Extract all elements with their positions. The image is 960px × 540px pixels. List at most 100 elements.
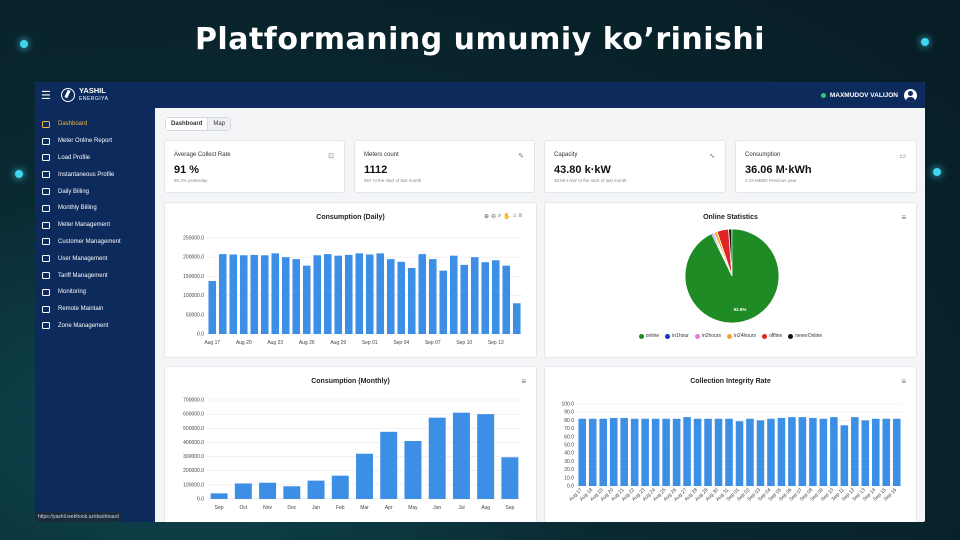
- sidebar-item-monitoring[interactable]: Monitoring: [35, 284, 155, 301]
- logo-icon: [61, 88, 75, 102]
- legend-label: online: [645, 333, 660, 339]
- sidebar-item-monthly-billing[interactable]: Monthly Billing: [35, 200, 155, 217]
- zoom-in-icon[interactable]: ⊕: [483, 214, 489, 220]
- stat-sub: 38.58 k·kW At the start of last month: [554, 178, 627, 183]
- sidebar-item-label: Monitoring: [58, 289, 87, 296]
- sidebar-item-dashboard[interactable]: Dashboard: [35, 116, 155, 133]
- x-tick-label: Sep: [505, 505, 514, 511]
- zoom-out-icon[interactable]: ⊖: [490, 214, 496, 220]
- x-tick-label: Jan: [312, 505, 320, 511]
- tab-bar: Dashboard Map: [165, 117, 232, 131]
- sidebar-item-daily-billing[interactable]: Daily Billing: [35, 183, 155, 200]
- top-bar: ☰ YASHIL ENERGIYA MAXMUDOV VALIJON: [35, 82, 925, 108]
- legend-item[interactable]: online: [638, 333, 660, 339]
- y-tick-label: 50000.0: [186, 312, 204, 318]
- x-tick-label: Sep 04: [393, 340, 409, 346]
- bar: [767, 418, 775, 486]
- bar: [229, 254, 238, 334]
- chart-icon: [42, 154, 50, 162]
- y-tick-label: 400000.0: [183, 440, 204, 446]
- x-tick-label: Apr: [385, 505, 393, 511]
- pan-icon[interactable]: ✋: [503, 214, 511, 220]
- x-tick-label: Oct: [239, 505, 247, 511]
- home-icon[interactable]: ⌂: [512, 213, 517, 219]
- sidebar-item-user-management[interactable]: User Management: [35, 250, 155, 267]
- bar: [693, 418, 702, 486]
- bar: [777, 417, 786, 486]
- bar: [609, 417, 618, 486]
- sidebar-item-instantaneous-profile[interactable]: Instantaneous Profile: [35, 166, 155, 183]
- y-tick-label: 90.0: [564, 410, 574, 416]
- bar: [481, 262, 490, 334]
- menu-icon[interactable]: ≡: [518, 213, 522, 219]
- avatar-icon[interactable]: [904, 88, 917, 102]
- legend-item[interactable]: in2hours: [694, 333, 721, 339]
- sidebar-nav: Dashboard Meter Online Report Load Profile…: [35, 108, 155, 334]
- y-tick-label: 700000.0: [183, 398, 204, 404]
- sidebar-item-label: Customer Management: [58, 238, 121, 245]
- sidebar-item-label: Daily Billing: [58, 188, 90, 195]
- bar: [418, 254, 427, 334]
- bar: [234, 483, 252, 499]
- legend-item[interactable]: in1hour: [665, 333, 689, 339]
- menu-toggle-icon[interactable]: ☰: [41, 89, 51, 102]
- bar: [477, 414, 495, 499]
- y-tick-label: 100000.0: [183, 293, 204, 299]
- bar: [620, 417, 628, 486]
- bar: [397, 261, 406, 334]
- legend-item[interactable]: offline: [761, 333, 782, 339]
- legend-label: in1hour: [672, 333, 689, 339]
- bar: [323, 254, 332, 334]
- search-icon[interactable]: ⌕: [498, 213, 502, 219]
- stat-title: Meters count: [364, 152, 399, 158]
- bar: [260, 255, 269, 334]
- sidebar-item-zone-management[interactable]: Zone Management: [35, 318, 155, 335]
- menu-icon[interactable]: ≡: [901, 213, 906, 222]
- bar: [281, 257, 290, 334]
- sidebar-item-tariff-management[interactable]: Tariff Management: [35, 267, 155, 284]
- tab-map[interactable]: Map: [208, 118, 231, 130]
- chart-card-online: 92.9% Online Statistics ≡ online in1hour i…: [544, 202, 917, 358]
- bar: [404, 441, 422, 499]
- y-tick-label: 200000.0: [183, 255, 204, 261]
- chart-svg: 92.9%: [684, 228, 780, 324]
- bar: [428, 417, 446, 499]
- menu-icon[interactable]: ≡: [521, 377, 526, 386]
- document-icon: [42, 188, 50, 196]
- sidebar-item-label: Instantaneous Profile: [58, 171, 115, 178]
- sidebar-item-meter-management[interactable]: Meter Management: [35, 217, 155, 234]
- sidebar-item-meter-online-report[interactable]: Meter Online Report: [35, 133, 155, 150]
- sidebar-item-label: User Management: [58, 255, 108, 262]
- bar-chart-icon: [42, 204, 50, 212]
- sidebar-item-label: Meter Management: [58, 222, 111, 229]
- logo-line2: ENERGIYA: [79, 96, 109, 102]
- y-tick-label: 600000.0: [183, 412, 204, 418]
- legend-item[interactable]: neverOnline: [788, 333, 822, 339]
- remote-icon: [42, 305, 50, 313]
- x-tick-label: Sep 10: [456, 340, 472, 346]
- legend-item[interactable]: in24hours: [727, 333, 756, 339]
- y-tick-label: 0.0: [197, 332, 204, 338]
- stat-card-collect-rate: Average Collect Rate ⊡ 91 % 90.2% yester…: [164, 140, 345, 193]
- y-tick-label: 200000.0: [183, 468, 204, 474]
- bar: [307, 480, 325, 499]
- bar: [208, 281, 217, 334]
- y-tick-label: 40.0: [564, 451, 574, 457]
- legend-swatch: [788, 333, 794, 339]
- user-menu[interactable]: MAXMUDOV VALIJON: [820, 88, 917, 102]
- menu-icon[interactable]: ≡: [901, 377, 906, 386]
- customers-icon: [42, 238, 50, 246]
- chart-legend: online in1hour in2hours in24hours offline nev…: [545, 333, 916, 339]
- bar: [501, 457, 519, 499]
- y-tick-label: 0.0: [567, 484, 574, 490]
- sidebar-item-remote-maintain[interactable]: Remote Maintain: [35, 301, 155, 318]
- bar: [892, 418, 901, 486]
- x-tick-label: Aug 20: [236, 340, 252, 346]
- bar: [641, 418, 649, 486]
- sidebar-item-load-profile[interactable]: Load Profile: [35, 150, 155, 167]
- slide-title: Platformaning umumiy ko’rinishi: [194, 22, 766, 57]
- y-tick-label: 50.0: [564, 443, 574, 449]
- sidebar-item-customer-management[interactable]: Customer Management: [35, 234, 155, 251]
- bar: [662, 418, 670, 486]
- tab-dashboard[interactable]: Dashboard: [166, 118, 209, 130]
